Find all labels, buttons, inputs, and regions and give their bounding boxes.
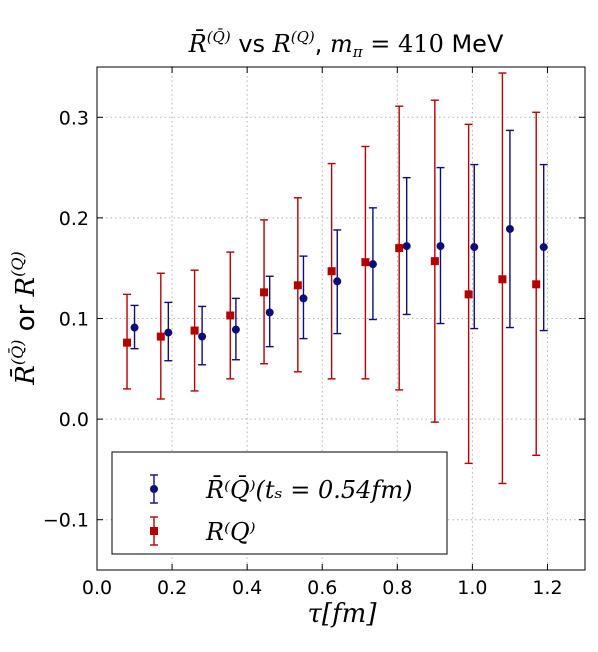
y-tick-label: 0.3 [59,107,89,129]
data-point [198,332,207,341]
legend: R̄⁽Q̄⁾(tₛ = 0.54fm) R⁽Q⁾ [111,451,448,555]
data-point [164,328,173,337]
x-tick-label: 0.8 [382,577,412,599]
data-point [539,243,548,252]
x-axis-label: τ[fm] [308,599,378,629]
data-point [464,290,473,299]
y-tick-label: 0.1 [59,309,89,331]
data-point [395,244,404,253]
x-tick-label: 0.6 [307,577,337,599]
data-point [156,332,165,341]
data-point [498,275,507,284]
data-point [260,288,269,297]
x-tick-label: 1.0 [457,577,487,599]
data-point [123,338,132,347]
data-point [368,260,377,269]
data-point [402,242,411,251]
data-point [231,325,240,334]
x-tick-label: 0.2 [157,577,187,599]
series-r-q [123,72,541,485]
x-tick-label: 0.4 [232,577,262,599]
data-point [327,267,336,276]
data-point [299,294,308,303]
chart-title: R̄(Q̄) vs R(Q), mπ = 410 MeV [188,28,504,61]
data-point [226,311,235,320]
data-point [333,277,342,286]
legend-marker [150,485,158,493]
ticks: 0.0 0.2 0.4 0.6 0.8 1.0 1.2 −0.1 0.0 0.1 0.2 0.3 [43,67,585,599]
data-point [190,326,199,335]
x-tick-label: 0.0 [82,577,112,599]
data-layer [123,72,548,485]
legend-label: R̄⁽Q̄⁾(tₛ = 0.54fm) [205,476,412,504]
data-point [505,224,514,233]
data-point [130,323,139,332]
y-tick-label: 0.0 [59,409,89,431]
data-point [293,281,302,290]
data-point [430,257,439,266]
legend-box [111,451,448,555]
legend-marker [150,527,158,535]
y-tick-label: 0.2 [59,208,89,230]
data-point [361,258,370,267]
data-point [436,242,445,251]
data-point [265,308,274,317]
y-tick-label: −0.1 [43,510,89,532]
data-point [532,280,541,289]
data-point [470,243,479,252]
series-rbar-qbar [130,129,548,366]
x-tick-label: 1.2 [532,577,562,599]
y-axis-label: R̄(Q̄) or R(Q) [6,251,41,386]
legend-label: R⁽Q⁾ [205,518,256,546]
